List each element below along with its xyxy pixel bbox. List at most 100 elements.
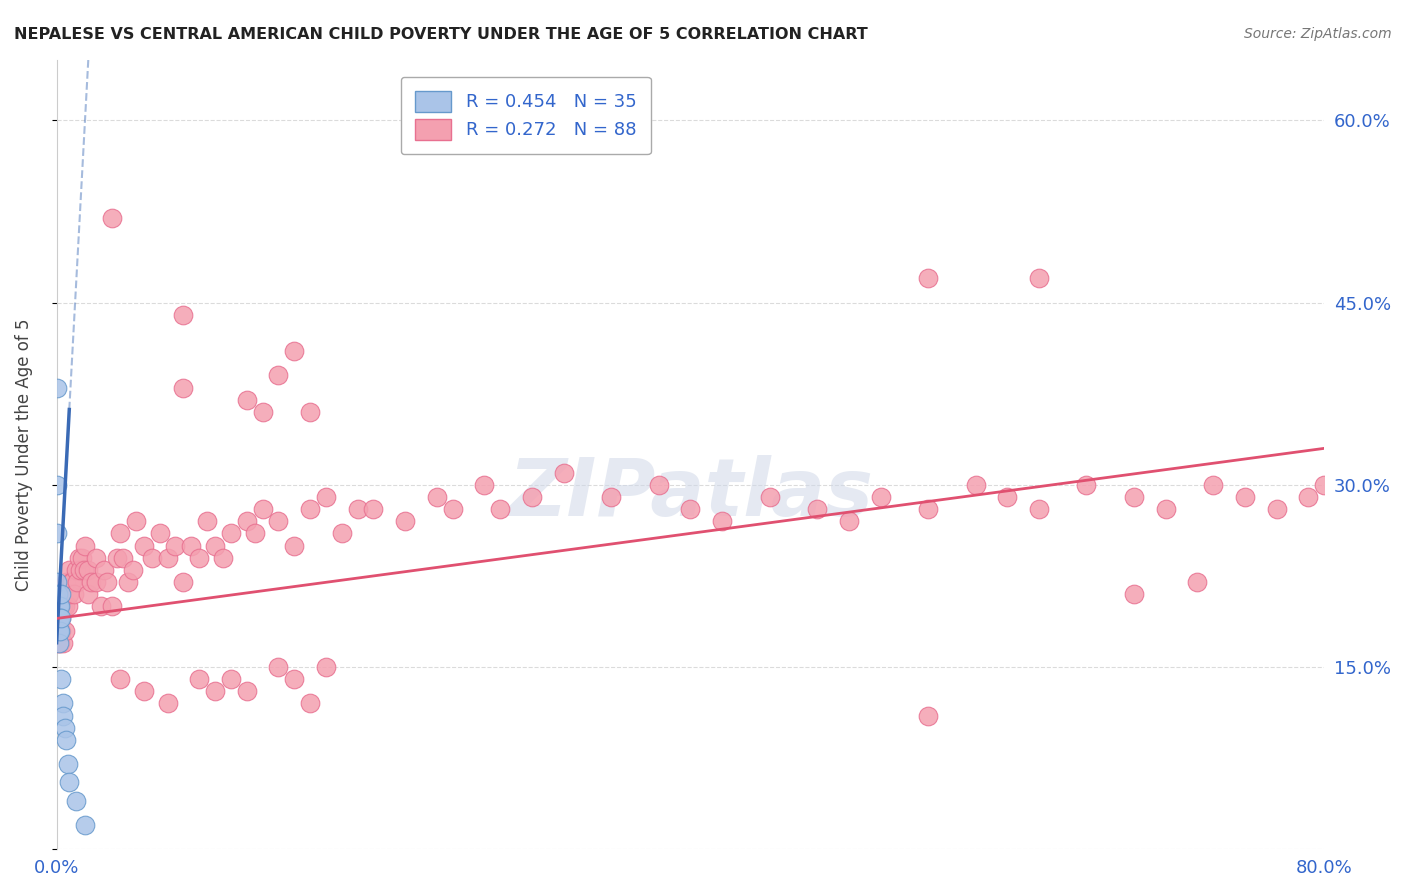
Point [315,490,337,504]
Point [48,624,70,638]
Point [1028,502,1050,516]
Point [90,599,112,614]
Point [48,624,70,638]
Point [235,392,257,407]
Point [441,502,464,516]
Point [346,502,368,516]
Point [52,636,75,650]
Point [75,539,97,553]
Point [51,611,73,625]
Point [84,574,107,589]
Point [283,344,305,359]
Point [46,624,69,638]
Point [141,550,163,565]
Point [330,526,353,541]
Point [59,574,82,589]
Point [1028,271,1050,285]
Point [283,539,305,553]
Point [55,733,77,747]
Point [108,526,131,541]
Legend: R = 0.454   N = 35, R = 0.272   N = 88: R = 0.454 N = 35, R = 0.272 N = 88 [401,77,651,154]
Point [283,672,305,686]
Point [1187,574,1209,589]
Point [53,599,76,614]
Point [58,563,80,577]
Point [121,563,143,577]
Point [165,539,187,553]
Point [172,574,194,589]
Point [46,599,69,614]
Point [243,526,266,541]
Point [66,574,89,589]
Point [965,478,987,492]
Point [112,550,135,565]
Point [117,574,139,589]
Point [806,502,828,516]
Point [46,599,69,614]
Point [49,624,72,638]
Point [132,684,155,698]
Point [204,539,226,553]
Point [62,574,84,589]
Point [51,611,73,625]
Point [1202,478,1225,492]
Point [1123,587,1146,601]
Point [49,624,72,638]
Point [267,660,290,674]
Point [46,478,69,492]
Point [48,611,70,625]
Point [267,514,290,528]
Point [917,708,939,723]
Point [125,514,148,528]
Point [188,550,211,565]
Point [56,757,79,772]
Point [1076,478,1098,492]
Point [105,550,128,565]
Point [48,611,70,625]
Point [55,574,77,589]
Point [758,490,780,504]
Point [995,490,1018,504]
Point [58,775,80,789]
Point [267,368,290,383]
Point [96,574,118,589]
Point [195,514,218,528]
Point [46,636,69,650]
Point [49,599,72,614]
Point [46,381,69,395]
Point [46,611,69,625]
Point [426,490,449,504]
Point [299,405,322,419]
Point [315,660,337,674]
Point [65,563,87,577]
Text: ZIPatlas: ZIPatlas [508,455,873,533]
Point [63,587,86,601]
Point [46,611,69,625]
Point [80,574,103,589]
Point [75,818,97,832]
Point [77,563,100,577]
Point [252,405,274,419]
Point [1154,502,1177,516]
Point [93,563,115,577]
Point [212,550,235,565]
Point [101,599,124,614]
Point [108,672,131,686]
Point [46,599,69,614]
Point [56,599,79,614]
Point [172,381,194,395]
Point [69,563,91,577]
Point [679,502,702,516]
Point [51,672,73,686]
Point [48,599,70,614]
Point [58,587,80,601]
Point [553,466,575,480]
Point [917,502,939,516]
Point [172,308,194,322]
Point [647,478,669,492]
Point [252,502,274,516]
Point [52,599,75,614]
Point [299,697,322,711]
Point [48,636,70,650]
Point [46,611,69,625]
